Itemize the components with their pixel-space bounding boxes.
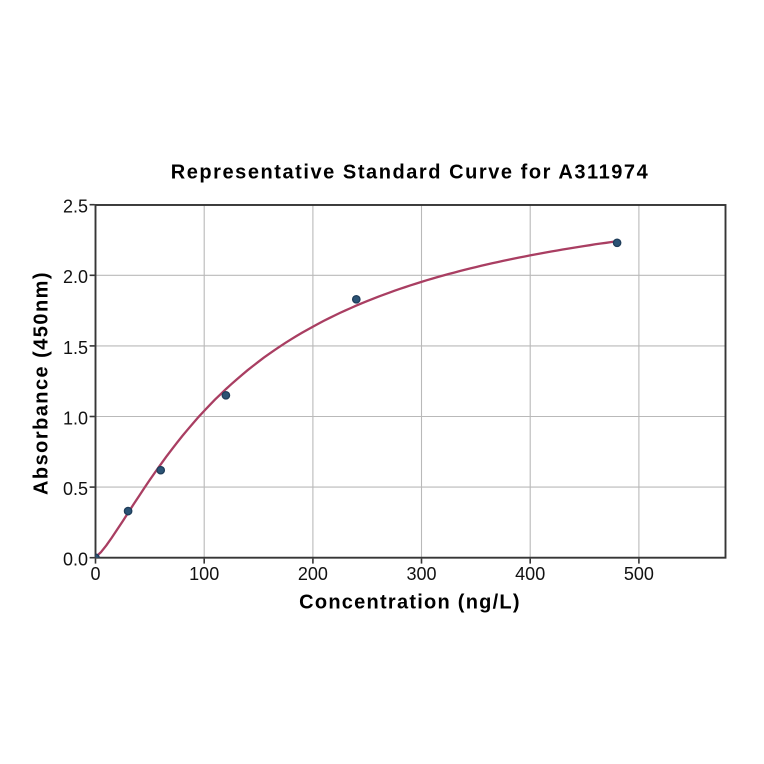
- svg-text:Concentration (ng/L): Concentration (ng/L): [299, 592, 521, 614]
- svg-text:1.0: 1.0: [63, 408, 88, 428]
- svg-text:400: 400: [515, 564, 545, 584]
- svg-text:2.0: 2.0: [63, 267, 88, 287]
- svg-text:2.5: 2.5: [63, 197, 88, 217]
- svg-text:Representative Standard Curve: Representative Standard Curve for A31197…: [171, 162, 650, 184]
- svg-text:100: 100: [189, 564, 219, 584]
- svg-text:Absorbance (450nm): Absorbance (450nm): [31, 271, 53, 495]
- svg-text:500: 500: [624, 564, 654, 584]
- svg-text:200: 200: [298, 564, 328, 584]
- svg-text:0: 0: [90, 564, 100, 584]
- svg-text:0.5: 0.5: [63, 479, 88, 499]
- svg-text:300: 300: [406, 564, 436, 584]
- svg-text:0.0: 0.0: [63, 550, 88, 570]
- svg-text:1.5: 1.5: [63, 338, 88, 358]
